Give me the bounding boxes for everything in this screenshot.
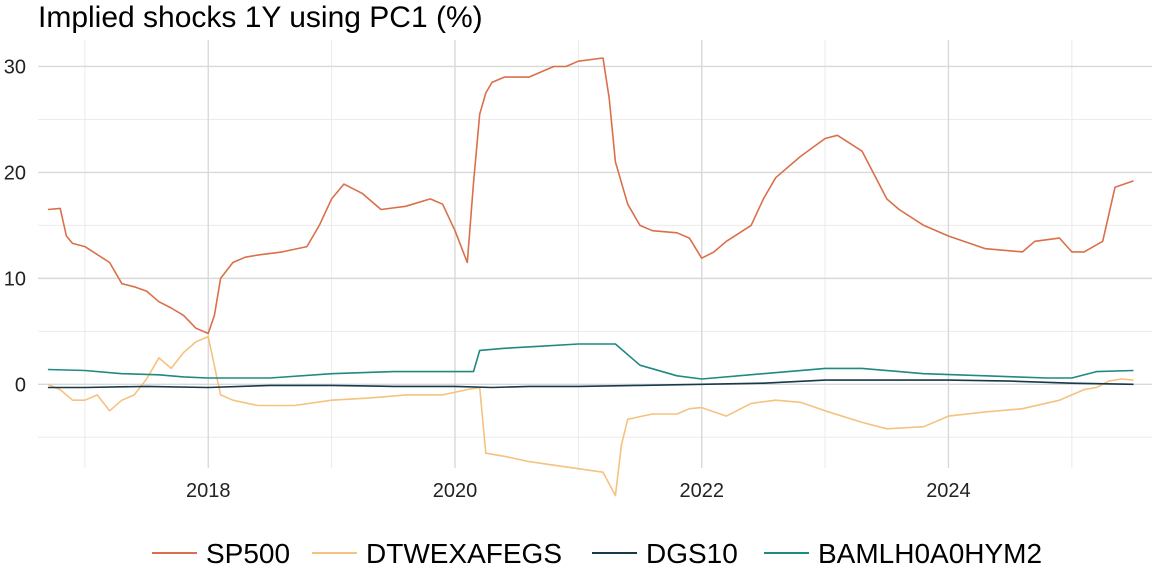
y-tick-label: 10 [4,268,26,290]
series-line-bamlh0a0hym2 [47,343,1134,380]
legend-label-sp500: SP500 [206,538,290,569]
legend-label-dgs10: DGS10 [646,538,738,569]
series-line-dgs10 [47,379,1134,389]
series-layer [47,57,1134,497]
x-tick-label: 2024 [926,480,971,502]
x-tick-label: 2018 [186,480,231,502]
y-tick-label: 20 [4,162,26,184]
grid-minor [38,40,1152,468]
x-tick-labels: 2018 2020 2022 2024 [186,480,971,502]
y-tick-labels: 0 10 20 30 [4,56,26,396]
series-line-sp500 [47,57,1134,335]
y-tick-label: 0 [15,374,26,396]
series-line-dtwexafegs [47,335,1134,497]
grid-major [38,40,1152,468]
chart-title: Implied shocks 1Y using PC1 (%) [38,1,483,34]
legend-label-dtwexafegs: DTWEXAFEGS [366,538,562,569]
legend-label-bamlh0a0hym2: BAMLH0A0HYM2 [818,538,1042,569]
y-tick-label: 30 [4,56,26,78]
legend: SP500 DTWEXAFEGS DGS10 BAMLH0A0HYM2 [152,538,1042,569]
x-tick-label: 2020 [433,480,478,502]
x-tick-label: 2022 [679,480,724,502]
